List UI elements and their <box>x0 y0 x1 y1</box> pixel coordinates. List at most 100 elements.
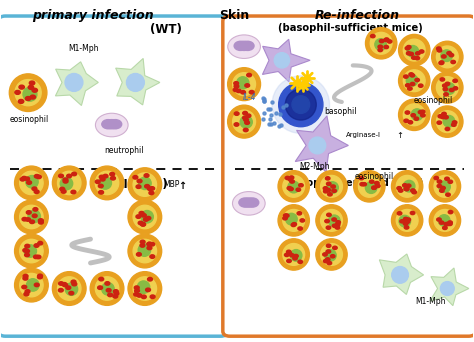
Circle shape <box>290 180 294 183</box>
Circle shape <box>415 78 419 82</box>
Circle shape <box>24 292 29 296</box>
Circle shape <box>404 226 409 229</box>
Circle shape <box>22 285 27 289</box>
Circle shape <box>137 253 141 256</box>
Ellipse shape <box>320 175 342 197</box>
Circle shape <box>437 180 442 183</box>
Circle shape <box>144 218 148 221</box>
Ellipse shape <box>407 45 419 57</box>
Circle shape <box>298 260 302 263</box>
Circle shape <box>23 249 28 252</box>
Circle shape <box>150 295 155 299</box>
Ellipse shape <box>292 96 310 114</box>
Ellipse shape <box>325 250 336 261</box>
Circle shape <box>326 226 331 229</box>
Circle shape <box>444 93 448 96</box>
Circle shape <box>141 223 146 226</box>
Ellipse shape <box>309 137 326 154</box>
Circle shape <box>420 114 425 117</box>
Ellipse shape <box>358 175 380 197</box>
Circle shape <box>59 174 64 178</box>
Ellipse shape <box>375 39 386 50</box>
Circle shape <box>249 90 254 94</box>
Text: (IL-5tg): (IL-5tg) <box>118 178 167 191</box>
Circle shape <box>139 211 144 215</box>
Text: eosinophil: eosinophil <box>355 172 394 181</box>
Circle shape <box>38 221 43 224</box>
Ellipse shape <box>278 205 310 236</box>
Circle shape <box>449 88 454 92</box>
Polygon shape <box>116 58 160 105</box>
Ellipse shape <box>141 211 153 223</box>
Circle shape <box>150 242 155 246</box>
Ellipse shape <box>23 87 37 101</box>
Circle shape <box>239 198 252 207</box>
Circle shape <box>144 174 149 177</box>
Circle shape <box>146 216 151 220</box>
Circle shape <box>62 282 67 286</box>
Circle shape <box>414 117 419 120</box>
Polygon shape <box>379 254 424 294</box>
Circle shape <box>369 180 374 183</box>
Circle shape <box>145 185 149 188</box>
Ellipse shape <box>438 215 450 226</box>
Circle shape <box>415 56 419 60</box>
Ellipse shape <box>20 239 43 263</box>
Ellipse shape <box>128 234 162 268</box>
Circle shape <box>452 121 457 124</box>
Ellipse shape <box>26 175 38 188</box>
Ellipse shape <box>328 215 340 227</box>
Circle shape <box>246 198 259 207</box>
Circle shape <box>95 113 128 137</box>
Circle shape <box>140 244 145 247</box>
Ellipse shape <box>316 205 347 236</box>
Circle shape <box>245 121 249 124</box>
Circle shape <box>149 191 154 195</box>
Circle shape <box>287 259 292 263</box>
Circle shape <box>234 82 238 85</box>
Circle shape <box>283 217 287 220</box>
Ellipse shape <box>291 250 302 261</box>
Circle shape <box>147 187 152 190</box>
Circle shape <box>371 35 375 38</box>
Ellipse shape <box>53 166 86 200</box>
Circle shape <box>360 183 365 186</box>
Circle shape <box>23 277 28 280</box>
Circle shape <box>19 85 25 89</box>
Ellipse shape <box>441 50 452 62</box>
Ellipse shape <box>20 171 43 195</box>
Text: neutrophil: neutrophil <box>104 146 143 156</box>
Ellipse shape <box>128 200 162 234</box>
Circle shape <box>58 288 63 292</box>
Circle shape <box>439 61 444 64</box>
Circle shape <box>108 293 112 297</box>
Ellipse shape <box>133 205 156 229</box>
Circle shape <box>384 45 389 49</box>
Circle shape <box>147 246 152 250</box>
Circle shape <box>441 115 445 119</box>
Ellipse shape <box>20 273 43 297</box>
Circle shape <box>137 294 142 297</box>
Circle shape <box>437 49 442 52</box>
Circle shape <box>444 223 448 226</box>
Ellipse shape <box>396 210 418 231</box>
Circle shape <box>99 175 104 179</box>
Polygon shape <box>430 268 469 306</box>
Ellipse shape <box>354 171 385 202</box>
Ellipse shape <box>15 234 48 268</box>
Circle shape <box>419 50 424 53</box>
Ellipse shape <box>320 244 342 265</box>
Ellipse shape <box>233 110 255 133</box>
Ellipse shape <box>133 239 156 263</box>
Circle shape <box>99 190 103 194</box>
Circle shape <box>22 176 27 180</box>
Circle shape <box>404 187 409 190</box>
Circle shape <box>244 118 248 121</box>
Circle shape <box>30 95 36 99</box>
Circle shape <box>335 226 340 229</box>
Circle shape <box>374 182 379 185</box>
Ellipse shape <box>437 46 458 68</box>
Circle shape <box>410 74 415 77</box>
Circle shape <box>442 112 447 116</box>
Ellipse shape <box>392 205 423 236</box>
